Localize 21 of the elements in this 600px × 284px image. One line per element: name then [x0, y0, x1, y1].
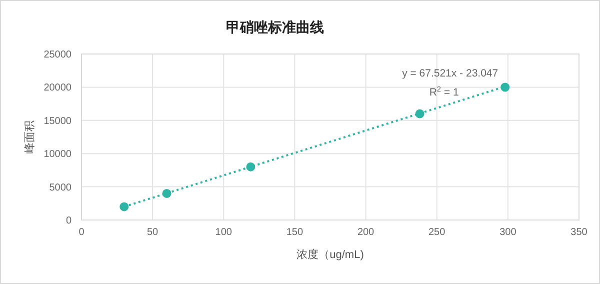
x-tick-label: 150: [286, 227, 304, 238]
chart-title: 甲硝唑标准曲线: [226, 19, 324, 35]
y-tick-label: 0: [66, 216, 72, 226]
x-axis-title: 浓度（ug/mL): [296, 248, 364, 261]
point: [120, 202, 129, 212]
point: [500, 82, 510, 92]
y-tick-label: 15000: [44, 116, 72, 127]
y-tick-label: 5000: [49, 182, 72, 194]
annotation: R$^{2}$ = 1: [429, 84, 459, 99]
annotation: y = 67.521x - 23.047: [402, 68, 498, 80]
x-tick-label: 300: [500, 227, 517, 238]
y-tick-label: 20000: [44, 82, 72, 94]
x-tick-label: 100: [215, 227, 232, 238]
x-tick-label: 0: [78, 227, 85, 238]
x-tick-label: 350: [570, 227, 588, 238]
x-tick-label: 50: [147, 227, 159, 238]
x-tick-label: 250: [428, 227, 446, 238]
x-tick-label: 200: [357, 227, 375, 238]
y-tick-label: 25000: [44, 50, 72, 60]
y-axis-title: 峰面积: [24, 120, 36, 154]
y-tick-label: 10000: [44, 149, 72, 160]
